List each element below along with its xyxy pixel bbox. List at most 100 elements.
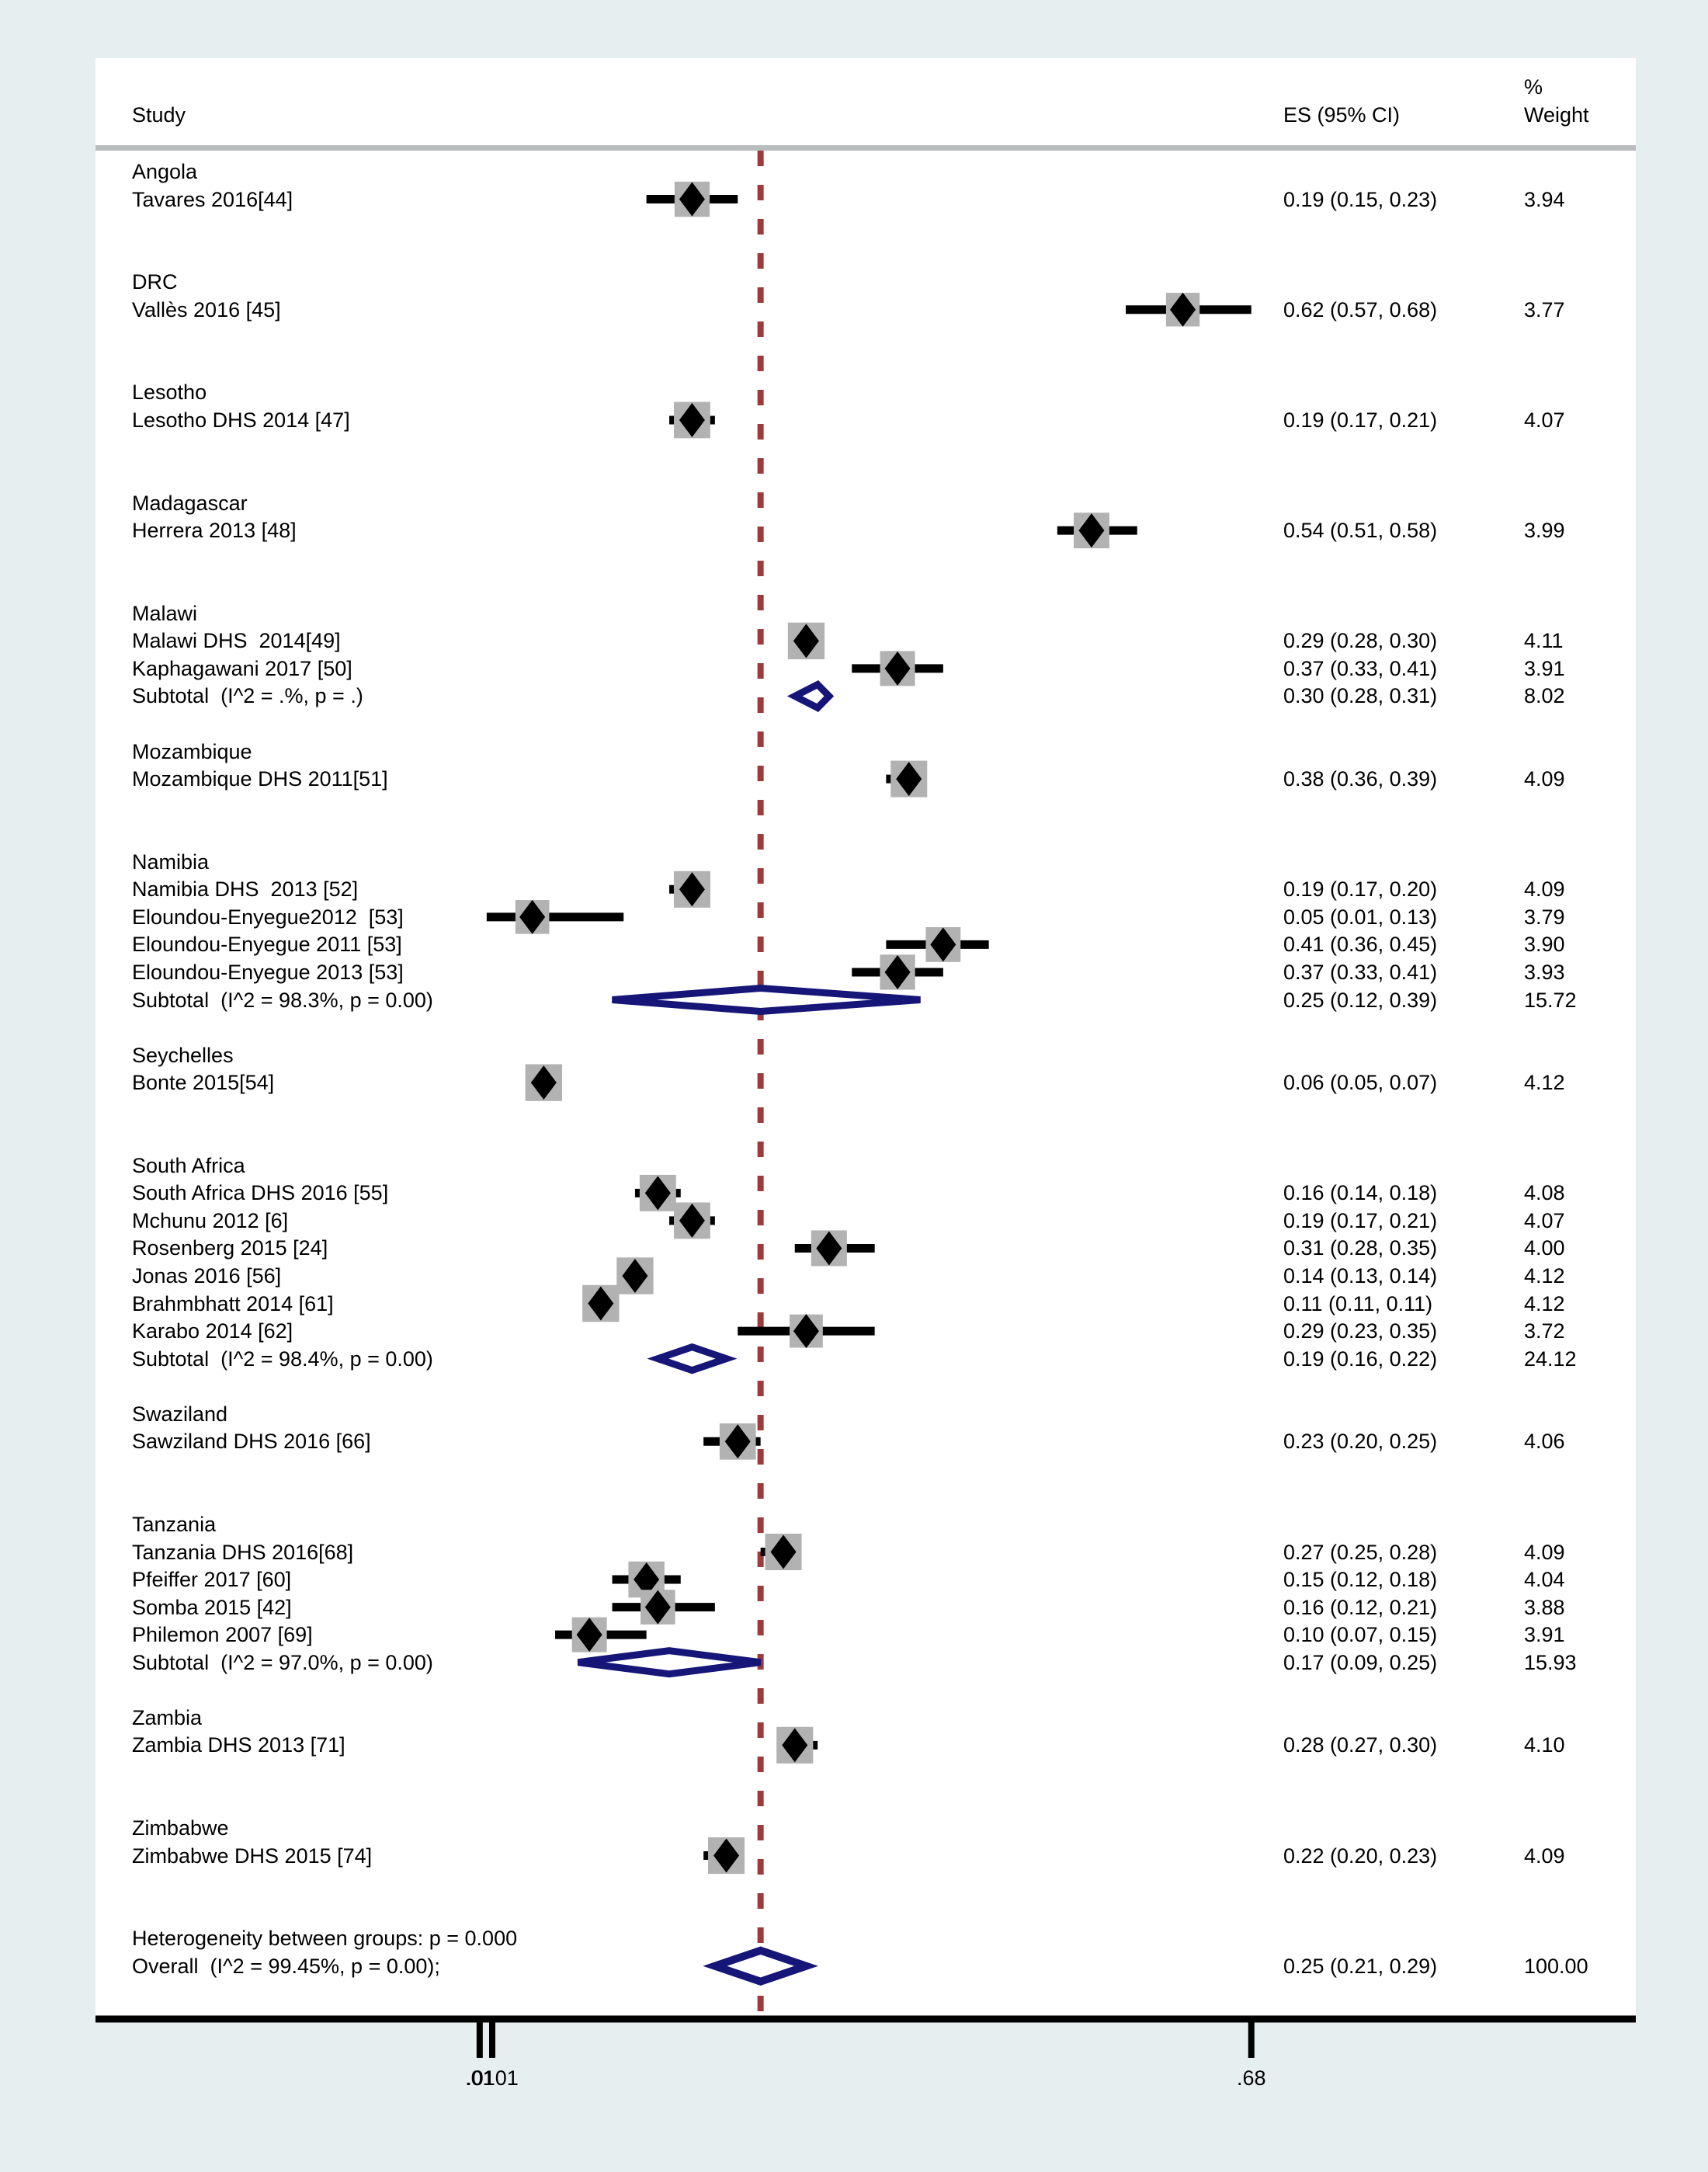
study-label: Herrera 2013 [48] — [132, 519, 297, 543]
pooled-diamond — [612, 984, 921, 1016]
subtotal-label: Subtotal (I^2 = 98.3%, p = 0.00) — [132, 988, 433, 1012]
pooled-diamond — [577, 1647, 762, 1678]
es-value: 0.54 (0.51, 0.58) — [1283, 519, 1438, 543]
weight-value: 3.72 — [1524, 1319, 1565, 1343]
weight-value: 3.99 — [1524, 519, 1565, 543]
group-label: Madagascar — [132, 491, 248, 515]
point-estimate-diamond — [724, 1424, 751, 1459]
point-estimate-diamond — [816, 1231, 842, 1266]
weight-value: 4.11 — [1524, 629, 1564, 653]
es-value: 0.22 (0.20, 0.23) — [1283, 1844, 1438, 1868]
es-value: 0.16 (0.14, 0.18) — [1283, 1181, 1438, 1205]
weight-value: 4.09 — [1524, 877, 1565, 902]
point-estimate-diamond — [634, 1562, 660, 1597]
point-estimate-diamond — [1078, 513, 1105, 548]
group-label: Zambia — [132, 1705, 203, 1729]
subtotal-es-value: 0.19 (0.16, 0.22) — [1283, 1347, 1438, 1371]
es-value: 0.38 (0.36, 0.39) — [1283, 767, 1438, 791]
weight-value: 4.10 — [1524, 1733, 1565, 1757]
weight-value: 4.04 — [1524, 1568, 1565, 1592]
study-label: Mchunu 2012 [6] — [132, 1208, 289, 1232]
point-estimate-diamond — [782, 1728, 808, 1763]
es-value: 0.16 (0.12, 0.21) — [1283, 1595, 1438, 1619]
study-label: Karabo 2014 [62] — [132, 1319, 293, 1343]
point-estimate-diamond — [679, 182, 705, 217]
heterogeneity-text: Heterogeneity between groups: p = 0.000 — [132, 1927, 518, 1951]
es-value: 0.15 (0.12, 0.18) — [1283, 1568, 1438, 1592]
weight-value: 3.93 — [1524, 960, 1565, 984]
pooled-diamond — [703, 1946, 818, 1986]
es-value: 0.11 (0.11, 0.11) — [1283, 1291, 1433, 1315]
column-header-weight: Weight — [1524, 103, 1589, 127]
es-value: 0.31 (0.28, 0.35) — [1283, 1236, 1438, 1260]
overall-label: Overall (I^2 = 99.45%, p = 0.00); — [132, 1954, 440, 1978]
study-label: Zimbabwe DHS 2015 [74] — [132, 1844, 373, 1868]
overall-weight-value: 100.00 — [1524, 1954, 1588, 1978]
es-value: 0.28 (0.27, 0.30) — [1283, 1733, 1438, 1757]
x-axis-tick-label: .0101 — [466, 2066, 519, 2090]
weight-value: 4.12 — [1524, 1071, 1565, 1095]
point-estimate-diamond — [530, 1065, 557, 1100]
es-value: 0.06 (0.05, 0.07) — [1283, 1071, 1438, 1095]
study-label: Rosenberg 2015 [24] — [132, 1236, 328, 1260]
weight-value: 3.88 — [1524, 1595, 1565, 1619]
subtotal-es-value: 0.17 (0.09, 0.25) — [1283, 1650, 1438, 1674]
subtotal-weight-value: 15.93 — [1524, 1650, 1577, 1674]
point-estimate-diamond — [679, 1203, 705, 1238]
weight-value: 3.90 — [1524, 933, 1565, 957]
weight-value: 4.00 — [1524, 1236, 1565, 1260]
group-label: Seychelles — [132, 1043, 234, 1067]
study-label: Zambia DHS 2013 [71] — [132, 1733, 345, 1757]
weight-value: 4.09 — [1524, 1540, 1565, 1564]
es-value: 0.19 (0.17, 0.20) — [1283, 877, 1438, 902]
weight-value: 3.79 — [1524, 905, 1565, 929]
group-label: Lesotho — [132, 381, 207, 405]
point-estimate-diamond — [770, 1534, 797, 1569]
group-label: Zimbabwe — [132, 1816, 229, 1840]
column-header-es: ES (95% CI) — [1283, 103, 1401, 127]
weight-value: 3.77 — [1524, 297, 1565, 321]
subtotal-weight-value: 8.02 — [1524, 684, 1565, 708]
study-label: Tanzania DHS 2016[68] — [132, 1540, 354, 1564]
es-value: 0.10 (0.07, 0.15) — [1283, 1623, 1438, 1647]
es-value: 0.41 (0.36, 0.45) — [1283, 933, 1438, 957]
point-estimate-diamond — [679, 872, 705, 907]
pooled-diamond — [647, 1343, 738, 1374]
weight-value: 3.94 — [1524, 187, 1565, 211]
study-label: South Africa DHS 2016 [55] — [132, 1181, 389, 1205]
x-axis-tick-label: .01 — [465, 2066, 495, 2090]
es-value: 0.14 (0.13, 0.14) — [1283, 1264, 1438, 1288]
es-value: 0.19 (0.17, 0.21) — [1283, 408, 1438, 432]
weight-value: 3.91 — [1524, 1623, 1565, 1647]
point-estimate-diamond — [884, 651, 911, 686]
study-label: Malawi DHS 2014[49] — [132, 629, 341, 653]
weight-value: 4.07 — [1524, 408, 1565, 432]
group-label: Angola — [132, 160, 198, 183]
subtotal-es-value: 0.30 (0.28, 0.31) — [1283, 684, 1438, 708]
study-label: Sawziland DHS 2016 [66] — [132, 1430, 371, 1454]
plot-background — [95, 58, 1636, 2017]
es-value: 0.29 (0.28, 0.30) — [1283, 629, 1438, 653]
point-estimate-diamond — [644, 1176, 671, 1211]
study-label: Brahmbhatt 2014 [61] — [132, 1291, 334, 1315]
es-value: 0.37 (0.33, 0.41) — [1283, 656, 1438, 680]
group-label: Swaziland — [132, 1402, 228, 1426]
x-axis-tick-label: .68 — [1236, 2066, 1266, 2090]
es-value: 0.19 (0.15, 0.23) — [1283, 187, 1438, 211]
study-label: Lesotho DHS 2014 [47] — [132, 408, 350, 432]
weight-value: 4.06 — [1524, 1430, 1565, 1454]
group-label: South Africa — [132, 1153, 245, 1177]
study-label: Eloundou-Enyegue 2013 [53] — [132, 960, 404, 984]
es-value: 0.29 (0.23, 0.35) — [1283, 1319, 1438, 1343]
point-estimate-diamond — [576, 1618, 602, 1652]
study-label: Somba 2015 [42] — [132, 1595, 292, 1619]
group-label: DRC — [132, 270, 178, 294]
es-value: 0.37 (0.33, 0.41) — [1283, 960, 1438, 984]
subtotal-label: Subtotal (I^2 = .%, p = .) — [132, 684, 363, 708]
header-divider — [95, 145, 1636, 151]
column-header-percent: % — [1524, 75, 1543, 99]
es-value: 0.19 (0.17, 0.21) — [1283, 1208, 1438, 1232]
point-estimate-diamond — [519, 899, 546, 934]
point-estimate-diamond — [622, 1259, 648, 1293]
